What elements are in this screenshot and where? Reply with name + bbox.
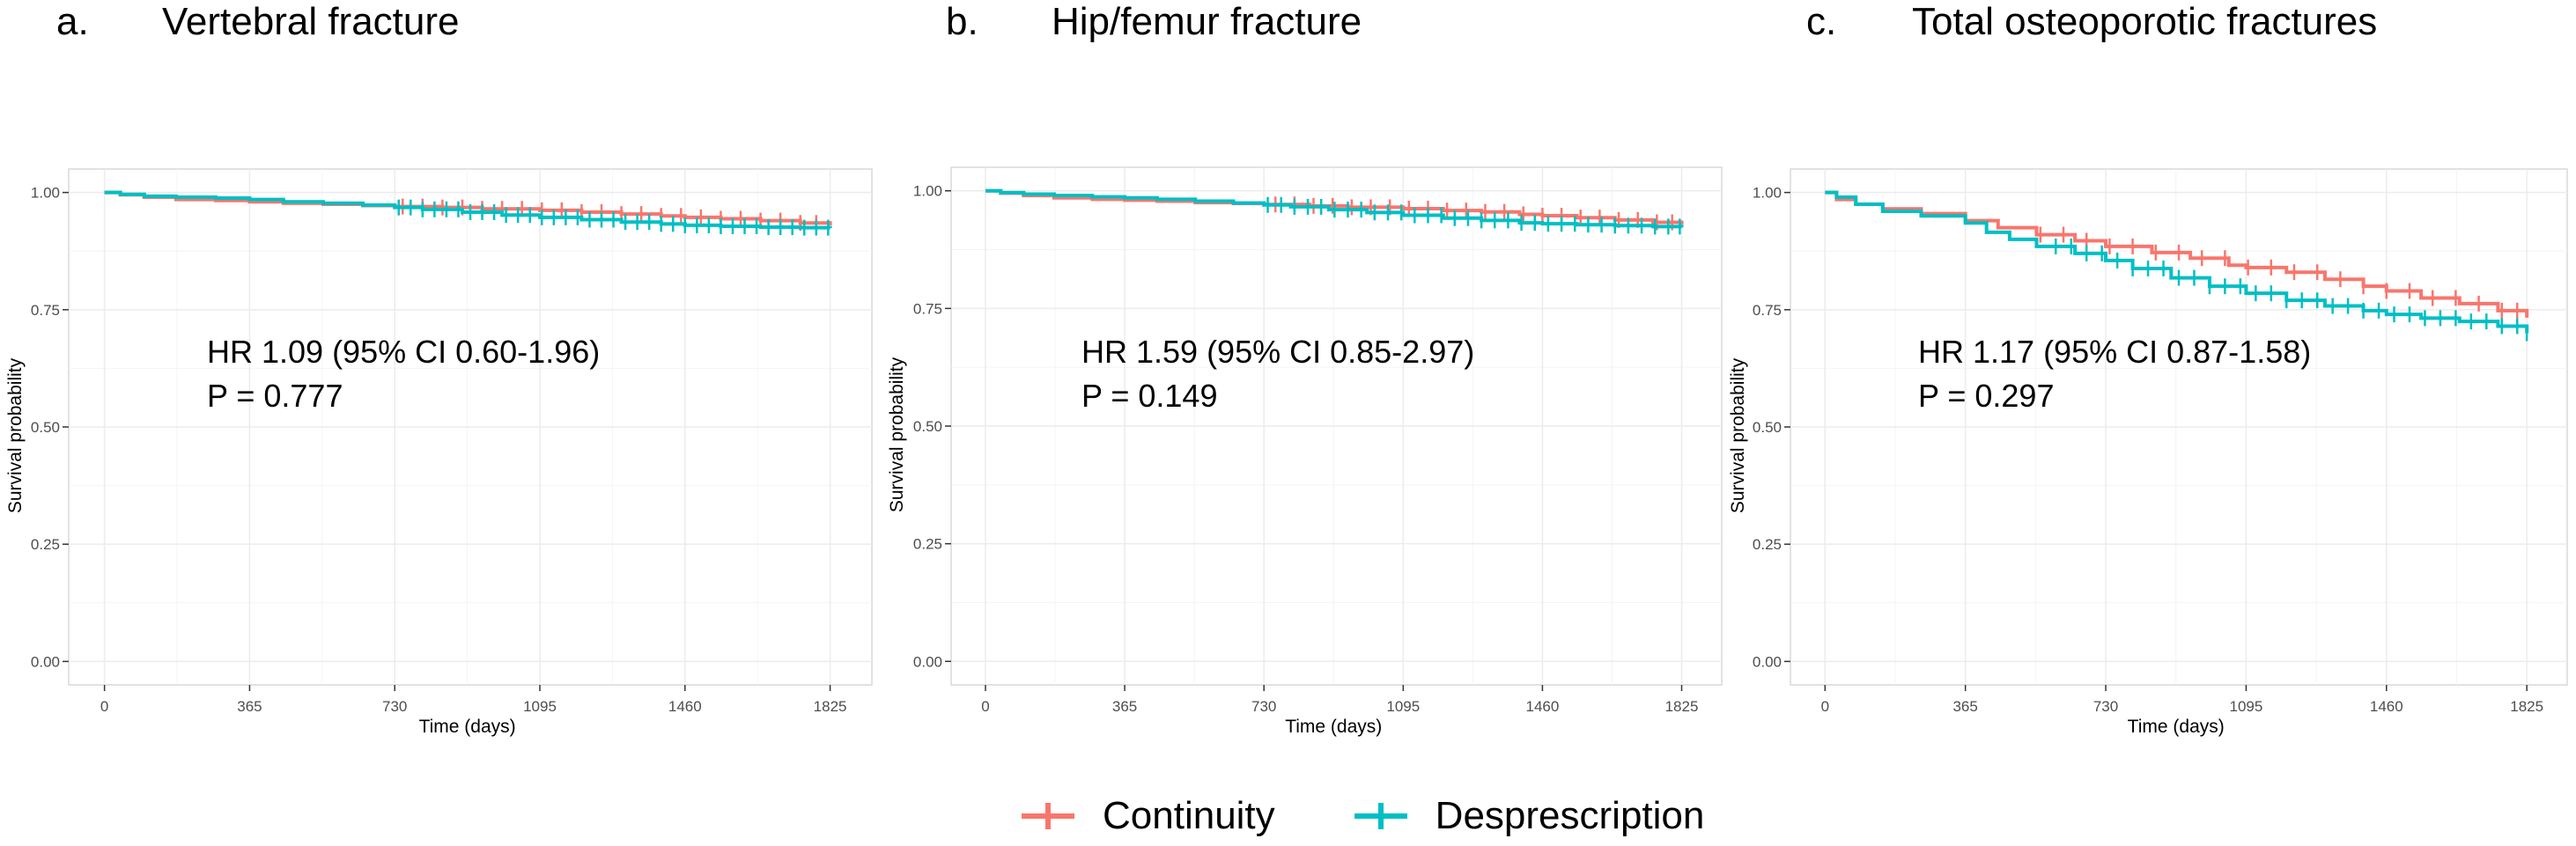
y-tick-label: 1.00 (31, 185, 60, 202)
km-curve-desprescription (985, 188, 1684, 229)
panel-title-text: Vertebral fracture (162, 0, 460, 43)
hazard-ratio-text: HR 1.17 (95% CI 0.87-1.58) (1918, 334, 2311, 370)
x-tick-label: 365 (1952, 698, 1977, 715)
panel-title-text: Hip/femur fracture (1052, 0, 1362, 43)
hazard-ratio-text: HR 1.59 (95% CI 0.85-2.97) (1081, 334, 1474, 370)
y-axis-title: Survival probability (1728, 357, 1748, 513)
x-tick-label: 0 (1821, 698, 1829, 715)
y-tick-label: 0.25 (913, 536, 942, 553)
y-tick-label: 1.00 (1753, 185, 1782, 202)
continuity-legend-key (1022, 798, 1074, 834)
legend-label: Continuity (1103, 794, 1275, 837)
y-tick-label: 0.25 (1753, 536, 1782, 553)
x-tick-label: 1460 (2370, 698, 2403, 715)
y-tick-label: 0.75 (913, 300, 942, 317)
y-tick-label: 0.00 (913, 653, 942, 670)
km-plot-1: 0 365 730 1095 1460 1825 0.00 0.25 0.50 0.75 1.00 T… (5, 168, 873, 737)
y-tick-label: 0.75 (1753, 302, 1782, 319)
p-value-text: P = 0.149 (1081, 378, 1217, 414)
desprescription-legend-key (1354, 798, 1407, 834)
x-tick-label: 1095 (2229, 698, 2262, 715)
y-tick-label: 0.50 (31, 419, 60, 436)
panel-title-b: b. Hip/femur fracture (946, 0, 1362, 44)
x-tick-label: 1460 (668, 698, 702, 715)
panel-letter: b. (946, 0, 978, 43)
legend: Continuity Desprescription (1022, 794, 1704, 838)
y-tick-label: 0.00 (1753, 653, 1782, 670)
p-value-text: P = 0.297 (1918, 378, 2054, 414)
y-tick-label: 1.00 (913, 183, 942, 200)
panel-letter: a. (56, 0, 89, 43)
y-tick-label: 0.75 (31, 302, 60, 319)
x-tick-label: 365 (1112, 698, 1137, 715)
x-tick-label: 730 (1251, 698, 1276, 715)
x-tick-label: 1825 (2510, 698, 2543, 715)
x-axis-title: Time (days) (419, 717, 516, 737)
km-plot-3: 0 365 730 1095 1460 1825 0.00 0.25 0.50 0.75 1.00 T… (1728, 168, 2568, 737)
panel-title-text: Total osteoporotic fractures (1912, 0, 2378, 43)
panel-title-a: a. Vertebral fracture (56, 0, 460, 44)
y-tick-label: 0.50 (1753, 419, 1782, 436)
x-tick-label: 0 (100, 698, 108, 715)
y-axis-title: Survival probability (5, 357, 26, 513)
x-tick-label: 1460 (1525, 698, 1559, 715)
km-curve-continuity (1825, 190, 2529, 318)
panel-title-c: c. Total osteoporotic fractures (1806, 0, 2377, 44)
survival-plots: 0 365 730 1095 1460 1825 0.00 0.25 0.50 0.75 1.00 T… (5, 166, 2568, 737)
hazard-ratio-text: HR 1.09 (95% CI 0.60-1.96) (207, 334, 600, 370)
legend-label: Desprescription (1435, 794, 1705, 837)
y-axis-title: Survival probability (887, 357, 907, 512)
legend-item-continuity: Continuity (1022, 794, 1275, 838)
x-tick-label: 1095 (523, 698, 557, 715)
x-axis-title: Time (days) (2128, 717, 2225, 737)
legend-item-desprescription: Desprescription (1354, 794, 1705, 838)
x-tick-label: 0 (981, 698, 989, 715)
x-axis-title: Time (days) (1285, 717, 1382, 737)
panel-letter: c. (1806, 0, 1837, 43)
y-tick-label: 0.25 (31, 536, 60, 553)
y-tick-label: 0.50 (913, 418, 942, 435)
km-plot-2: 0 365 730 1095 1460 1825 0.00 0.25 0.50 0.75 1.00 T… (887, 166, 1723, 737)
x-tick-label: 365 (237, 698, 262, 715)
x-tick-label: 1825 (1665, 698, 1699, 715)
x-tick-label: 1095 (1386, 698, 1420, 715)
x-tick-label: 730 (382, 698, 407, 715)
p-value-text: P = 0.777 (207, 378, 343, 414)
x-tick-label: 1825 (814, 698, 847, 715)
x-tick-label: 730 (2093, 698, 2118, 715)
y-tick-label: 0.00 (31, 653, 60, 670)
